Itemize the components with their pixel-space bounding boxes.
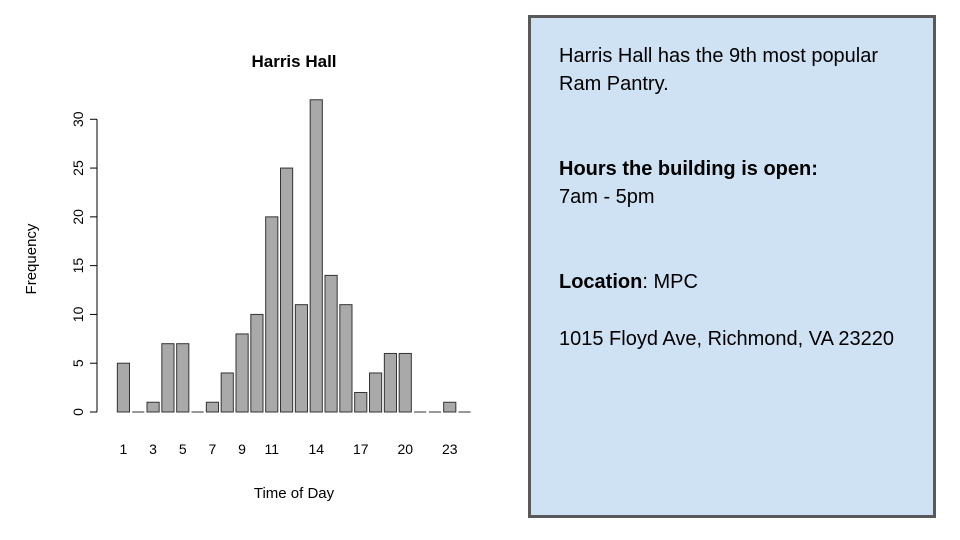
location-label: Location	[559, 271, 643, 293]
bar-14	[309, 99, 323, 413]
bar-chart: Harris Hall 0 5 10 15 20 25 30 1 3 5 7 9 11 14 17 20 23…	[23, 52, 471, 502]
y-axis: 0 5 10 15 20 25 30	[70, 111, 98, 416]
y-tick-label: 25	[70, 160, 86, 176]
x-tick-label: 17	[353, 441, 369, 457]
bars	[116, 99, 471, 413]
hours-value: 7am - 5pm	[559, 186, 655, 208]
bar-17	[354, 391, 368, 413]
x-axis-label: Time of Day	[254, 485, 335, 502]
x-tick-label: 5	[179, 441, 187, 457]
x-tick-label: 23	[442, 441, 458, 457]
y-tick-label: 20	[70, 209, 86, 225]
info-location: Location: MPC	[559, 268, 913, 296]
y-tick-label: 15	[70, 258, 86, 274]
x-tick-label: 3	[149, 441, 157, 457]
x-tick-label: 11	[264, 441, 279, 457]
y-tick-label: 0	[70, 408, 86, 416]
bar-20	[398, 352, 412, 413]
bar-7	[205, 401, 219, 413]
y-tick-label: 5	[70, 359, 86, 367]
x-tick-label: 14	[308, 441, 324, 457]
bar-3	[146, 401, 160, 413]
bar-12	[280, 167, 294, 413]
bar-23	[443, 401, 457, 413]
y-tick-label: 10	[70, 306, 86, 322]
x-tick-label: 20	[397, 441, 413, 457]
x-tick-label: 1	[120, 441, 128, 457]
x-tick-label: 9	[238, 441, 246, 457]
y-tick-label: 30	[70, 111, 86, 127]
info-hours: Hours the building is open: 7am - 5pm	[559, 155, 913, 211]
location-value: MPC	[653, 271, 698, 293]
bar-5	[176, 343, 190, 413]
y-axis-label: Frequency	[23, 223, 40, 294]
bar-13	[294, 304, 308, 413]
bar-19	[383, 352, 397, 413]
bar-15	[324, 274, 338, 413]
bar-16	[339, 304, 353, 413]
chart-title: Harris Hall	[251, 52, 336, 71]
bar-11	[265, 216, 279, 413]
bar-18	[369, 372, 383, 413]
info-address: 1015 Floyd Ave, Richmond, VA 23220	[559, 328, 895, 350]
x-tick-label: 7	[209, 441, 217, 457]
hours-label: Hours the building is open:	[559, 158, 818, 180]
bar-9	[235, 333, 249, 413]
location-separator: :	[642, 271, 654, 293]
bar-1	[116, 362, 130, 413]
bar-8	[220, 372, 234, 413]
x-axis: 1 3 5 7 9 11 14 17 20 23	[120, 441, 458, 457]
info-panel: Harris Hall has the 9th most popular Ram…	[528, 15, 936, 518]
info-intro: Harris Hall has the 9th most popular Ram…	[559, 45, 879, 95]
bar-4	[161, 343, 175, 413]
bar-10	[250, 313, 264, 413]
